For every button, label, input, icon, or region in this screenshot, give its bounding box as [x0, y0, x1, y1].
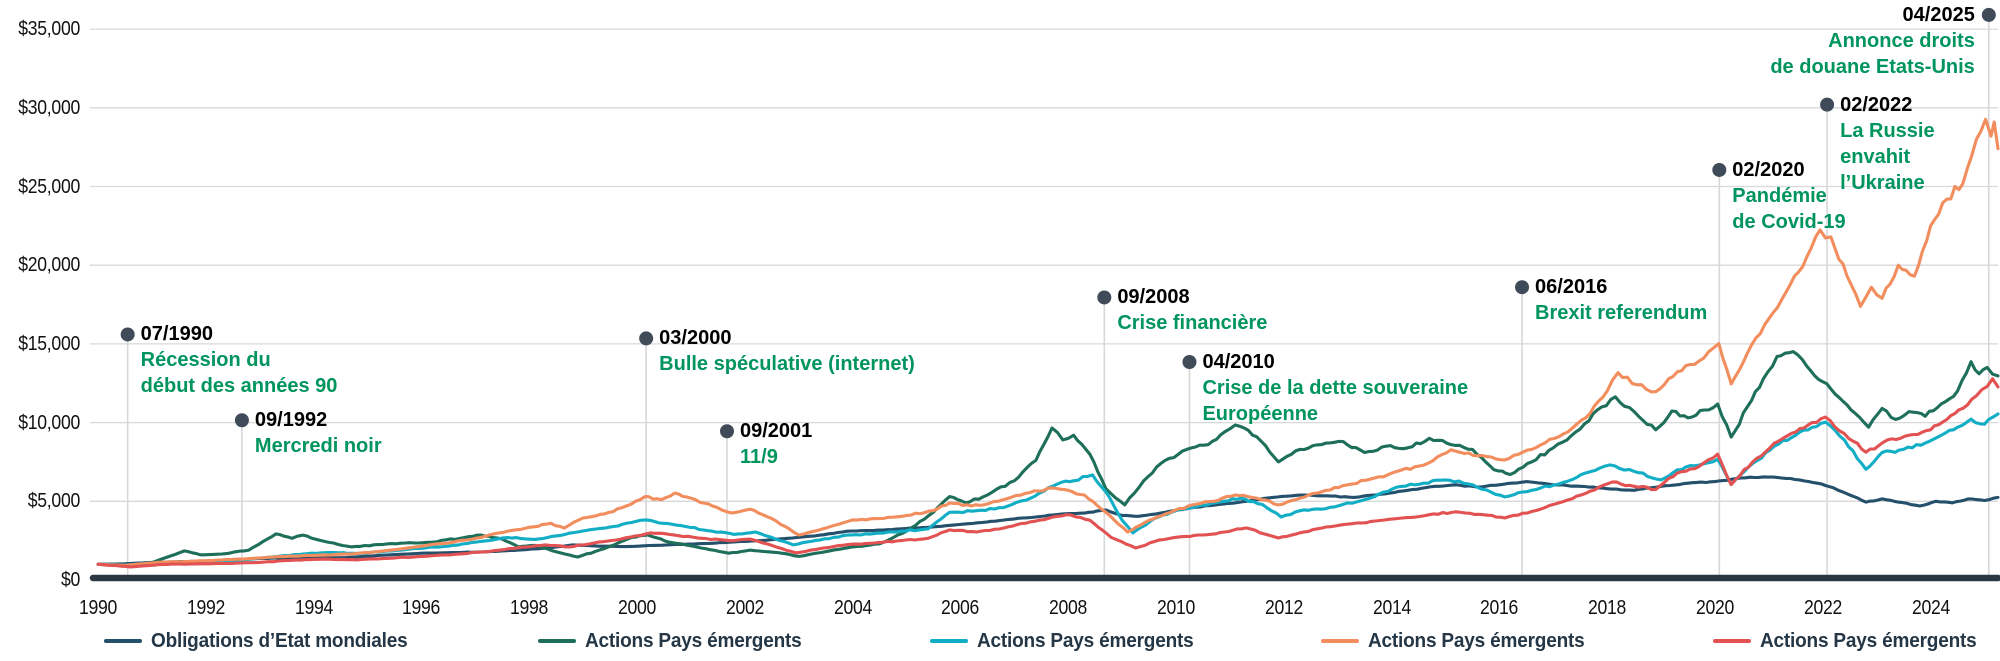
event-annotation: 02/2020 Pandémie de Covid-19	[1732, 157, 1845, 235]
event-annotation: 07/1990 Récession du début des années 90	[141, 321, 338, 399]
event-annotation: 06/2016 Brexit referendum	[1535, 274, 1707, 326]
legend-item-2: Actions Pays émergents	[929, 629, 1205, 653]
legend-label: Obligations d’Etat mondiales	[151, 629, 408, 652]
x-tick-label: 2010	[1156, 597, 1196, 619]
event-annotation: 04/2025 Annonce droits de douane Etats-Uni…	[1770, 2, 1974, 80]
event-marker-dot	[1515, 280, 1530, 295]
event-marker-dot	[1820, 97, 1835, 112]
x-tick-label: 1990	[78, 597, 118, 619]
event-date: 02/2020	[1732, 158, 1805, 181]
series-line-1	[96, 350, 2000, 568]
event-marker-dot	[1981, 7, 1996, 22]
x-tick-label: 2016	[1480, 597, 1519, 619]
event-annotation: 04/2010 Crise de la dette souveraine Europ…	[1202, 349, 1468, 427]
event-description-line: Brexit referendum	[1535, 302, 1708, 325]
event-annotation: 09/2008 Crise financière	[1117, 284, 1267, 336]
y-tick-label: $25,000	[18, 175, 80, 198]
legend-swatch	[1321, 639, 1360, 643]
legend-item-0: Obligations d’Etat mondiales	[104, 630, 421, 653]
x-tick-label: 1998	[510, 597, 549, 619]
event-marker-dot	[234, 413, 249, 428]
event-description-line: de Covid-19	[1732, 210, 1846, 233]
event-description-line: Annonce droits	[1828, 29, 1975, 52]
event-marker-dot	[120, 327, 135, 342]
event-description-line: Récession du	[140, 349, 271, 372]
x-tick-label: 2014	[1372, 597, 1411, 619]
y-tick-label: $30,000	[18, 96, 80, 119]
y-tick-label: $35,000	[18, 18, 80, 41]
event-description-line: Pandémie	[1732, 184, 1827, 207]
event-description-line: l’Ukraine	[1840, 171, 1925, 194]
x-tick-label: 2022	[1803, 597, 1842, 619]
event-date: 04/2025	[1902, 3, 1975, 26]
series-line-4	[96, 377, 2000, 569]
event-marker-dot	[1097, 290, 1112, 305]
series-line-2	[96, 412, 2000, 567]
y-tick-label: $15,000	[18, 332, 80, 355]
x-tick-label: 2012	[1264, 597, 1303, 619]
x-tick-label: 2006	[941, 597, 980, 619]
event-annotation: 09/2001 11/9	[740, 418, 812, 470]
y-tick-label: $20,000	[18, 254, 80, 277]
y-tick-label: $0	[60, 569, 80, 591]
event-annotation: 09/1992 Mercredi noir	[255, 407, 382, 459]
event-date: 07/1990	[140, 323, 213, 346]
event-description-line: Crise de la dette souveraine	[1202, 377, 1469, 399]
event-description-line: Européenne	[1202, 403, 1319, 425]
event-description-line: de douane Etats-Unis	[1770, 55, 1975, 78]
legend-label: Actions Pays émergents	[584, 629, 802, 652]
event-annotation: 02/2022 La Russie envahit l’Ukraine	[1840, 92, 1934, 196]
x-tick-label: 2020	[1695, 597, 1735, 619]
event-marker-dot	[1712, 162, 1727, 177]
x-tick-label: 2008	[1049, 597, 1088, 619]
event-date: 03/2000	[659, 327, 732, 350]
event-description-line: La Russie	[1840, 119, 1935, 142]
event-date: 02/2022	[1840, 93, 1913, 116]
event-date: 09/1992	[254, 409, 328, 432]
x-tick-label: 2004	[833, 597, 872, 619]
x-tick-label: 2018	[1588, 597, 1627, 619]
legend-item-1: Actions Pays émergents	[537, 629, 813, 653]
legend-swatch	[537, 639, 576, 643]
x-tick-label: 2002	[725, 597, 764, 619]
event-description-line: Bulle spéculative (internet)	[659, 353, 915, 376]
event-marker-dot	[720, 424, 735, 439]
y-tick-label: $10,000	[18, 411, 80, 434]
event-description-line: Mercredi noir	[254, 435, 382, 458]
x-tick-label: 1992	[186, 597, 225, 619]
x-tick-label: 1994	[294, 597, 333, 619]
legend-item-4: Actions Pays émergents	[1713, 630, 1988, 653]
legend-label: Actions Pays émergents	[976, 629, 1194, 652]
x-tick-label: 2024	[1911, 597, 1950, 619]
event-marker-dot	[639, 331, 654, 346]
event-annotation: 03/2000 Bulle spéculative (internet)	[659, 325, 915, 377]
event-description-line: 11/9	[740, 446, 778, 469]
event-description-line: envahit	[1840, 145, 1911, 168]
x-tick-label: 2000	[617, 597, 657, 619]
series-line-3	[96, 117, 2000, 567]
event-description-line: début des années 90	[140, 375, 338, 398]
chart-legend: Obligations d’Etat mondiales Actions Pays…	[104, 626, 1988, 656]
event-description-line: Crise financière	[1117, 312, 1268, 335]
event-date: 04/2010	[1202, 351, 1275, 373]
legend-item-3: Actions Pays émergents	[1321, 630, 1596, 653]
legend-label: Actions Pays émergents	[1368, 629, 1585, 652]
event-date: 09/2001	[740, 420, 813, 443]
legend-label: Actions Pays émergents	[1760, 629, 1977, 652]
event-date: 06/2016	[1535, 276, 1608, 299]
legend-swatch	[929, 639, 968, 643]
y-tick-label: $5,000	[27, 490, 81, 513]
x-tick-label: 1996	[402, 597, 441, 619]
event-date: 09/2008	[1117, 286, 1190, 309]
legend-swatch	[1713, 639, 1752, 643]
event-marker-dot	[1182, 355, 1197, 370]
legend-swatch	[104, 639, 142, 643]
